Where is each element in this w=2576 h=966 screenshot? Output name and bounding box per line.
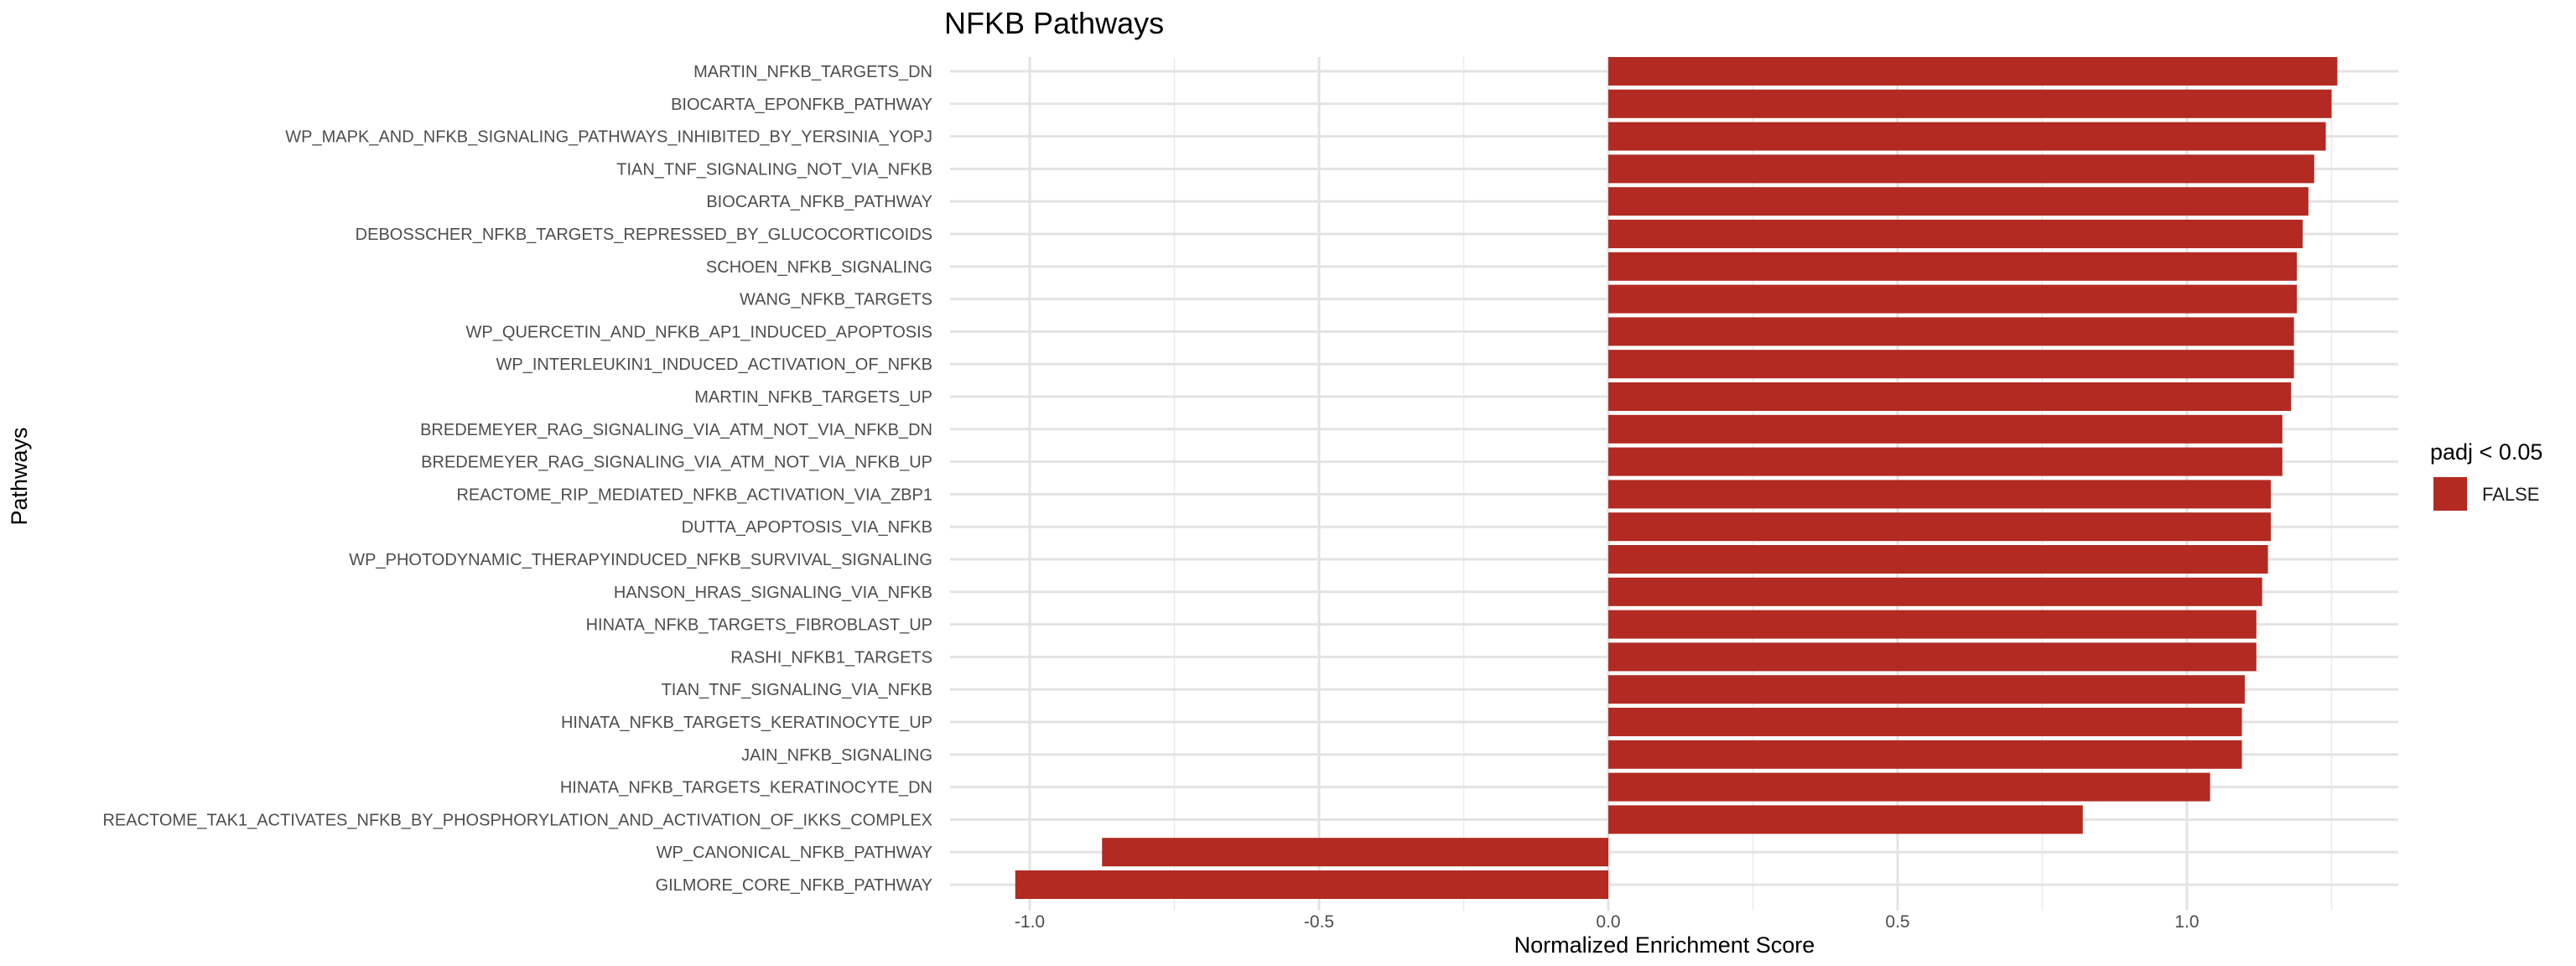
category-label: HANSON_HRAS_SIGNALING_VIA_NFKB — [614, 584, 932, 602]
bar-hinata-nfkb-targets-keratinocyte-dn — [1608, 772, 2210, 802]
category-label: BIOCARTA_EPONFKB_PATHWAY — [671, 96, 932, 114]
bar-reactome-tak1-activates-nfkb-by-phosphorylation-and-activation-of-ikks-complex — [1608, 805, 2083, 834]
category-label: BIOCARTA_NFKB_PATHWAY — [706, 193, 932, 211]
bar-biocarta-nfkb-pathway — [1608, 187, 2309, 216]
bar-bredemeyer-rag-signaling-via-atm-not-via-nfkb-dn — [1608, 414, 2283, 444]
x-tick-label: 0.0 — [1596, 912, 1620, 932]
bar-wp-canonical-nfkb-pathway — [1102, 838, 1608, 867]
category-label: DUTTA_APOPTOSIS_VIA_NFKB — [682, 518, 932, 537]
category-label: WP_INTERLEUKIN1_INDUCED_ACTIVATION_OF_NF… — [496, 356, 932, 374]
category-label: TIAN_TNF_SIGNALING_VIA_NFKB — [662, 681, 932, 699]
category-label: WP_QUERCETIN_AND_NFKB_AP1_INDUCED_APOPTO… — [466, 323, 932, 341]
x-axis-title: Normalized Enrichment Score — [1514, 932, 1815, 958]
bar-schoen-nfkb-signaling — [1608, 252, 2298, 281]
category-label: WP_MAPK_AND_NFKB_SIGNALING_PATHWAYS_INHI… — [285, 128, 932, 147]
category-label: MARTIN_NFKB_TARGETS_DN — [693, 63, 932, 81]
category-labels: MARTIN_NFKB_TARGETS_DN BIOCARTA_EPONFKB_P… — [102, 63, 932, 895]
bar-jain-nfkb-signaling — [1608, 740, 2242, 769]
bar-hanson-hras-signaling-via-nfkb — [1608, 577, 2262, 606]
category-label: BREDEMEYER_RAG_SIGNALING_VIA_ATM_NOT_VIA… — [421, 454, 932, 472]
category-label: REACTOME_TAK1_ACTIVATES_NFKB_BY_PHOSPHOR… — [102, 811, 932, 829]
bar-dutta-apoptosis-via-nfkb — [1608, 512, 2272, 542]
category-label: REACTOME_RIP_MEDIATED_NFKB_ACTIVATION_VI… — [456, 486, 932, 504]
bar-martin-nfkb-targets-up — [1608, 382, 2292, 411]
legend-label-false: FALSE — [2482, 484, 2539, 505]
category-label: HINATA_NFKB_TARGETS_KERATINOCYTE_UP — [561, 714, 932, 732]
category-label: HINATA_NFKB_TARGETS_KERATINOCYTE_DN — [560, 779, 932, 797]
bar-reactome-rip-mediated-nfkb-activation-via-zbp1 — [1608, 480, 2272, 509]
category-label: SCHOEN_NFKB_SIGNALING — [706, 258, 932, 277]
bar-hinata-nfkb-targets-keratinocyte-up — [1608, 708, 2242, 736]
bar-wp-interleukin1-induced-activation-of-nfkb — [1608, 350, 2294, 379]
x-tick-label: 0.5 — [1885, 912, 1909, 932]
bar-gilmore-core-nfkb-pathway — [1015, 870, 1608, 899]
category-label: GILMORE_CORE_NFKB_PATHWAY — [656, 876, 932, 895]
legend-title: padj < 0.05 — [2430, 439, 2542, 465]
bar-wang-nfkb-targets — [1608, 284, 2298, 314]
bar-martin-nfkb-targets-dn — [1608, 57, 2338, 86]
category-label: JAIN_NFKB_SIGNALING — [741, 746, 932, 765]
x-tick-label: -1.0 — [1015, 912, 1045, 932]
category-label: WP_CANONICAL_NFKB_PATHWAY — [657, 844, 932, 862]
legend: padj < 0.05 FALSE — [2430, 439, 2542, 511]
y-axis-title: Pathways — [7, 427, 32, 525]
category-label: MARTIN_NFKB_TARGETS_UP — [694, 388, 932, 407]
category-label: DEBOSSCHER_NFKB_TARGETS_REPRESSED_BY_GLU… — [356, 226, 932, 244]
x-tick-label: -0.5 — [1304, 912, 1334, 932]
category-label: HINATA_NFKB_TARGETS_FIBROBLAST_UP — [586, 616, 932, 635]
legend-key-false — [2433, 477, 2467, 511]
category-label: TIAN_TNF_SIGNALING_NOT_VIA_NFKB — [616, 160, 932, 179]
bar-wp-mapk-and-nfkb-signaling-pathways-inhibited-by-yersinia-yopj — [1608, 122, 2326, 151]
bars — [1015, 57, 2338, 899]
category-label: BREDEMEYER_RAG_SIGNALING_VIA_ATM_NOT_VIA… — [420, 421, 932, 439]
bar-hinata-nfkb-targets-fibroblast-up — [1608, 610, 2257, 639]
category-label: WANG_NFKB_TARGETS — [740, 291, 932, 309]
bar-wp-quercetin-and-nfkb-ap1-induced-apoptosis — [1608, 317, 2294, 346]
bar-rashi-nfkb1-targets — [1608, 642, 2257, 672]
bar-tian-tnf-signaling-via-nfkb — [1608, 675, 2245, 704]
chart-title: NFKB Pathways — [944, 6, 1164, 40]
bar-debosscher-nfkb-targets-repressed-by-glucocorticoids — [1608, 220, 2303, 248]
category-label: WP_PHOTODYNAMIC_THERAPYINDUCED_NFKB_SURV… — [349, 551, 932, 569]
x-tick-label: 1.0 — [2174, 912, 2199, 932]
bar-tian-tnf-signaling-not-via-nfkb — [1608, 154, 2314, 184]
x-tick-labels: -1.0 -0.5 0.0 0.5 1.0 — [1015, 912, 2199, 932]
bar-bredemeyer-rag-signaling-via-atm-not-via-nfkb-up — [1608, 447, 2283, 476]
bar-biocarta-eponfkb-pathway — [1608, 89, 2332, 118]
bar-wp-photodynamic-therapyinduced-nfkb-survival-signaling — [1608, 545, 2268, 574]
category-label: RASHI_NFKB1_TARGETS — [730, 648, 932, 667]
